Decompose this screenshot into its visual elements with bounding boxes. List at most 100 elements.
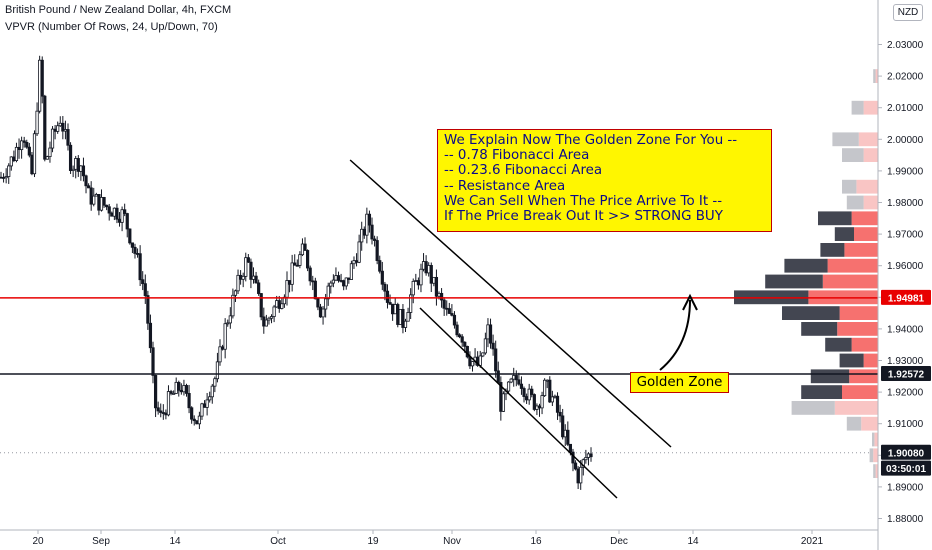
candle-body — [589, 453, 593, 458]
candle-body — [174, 381, 178, 394]
candle-body — [414, 280, 418, 282]
vp-down-bar — [861, 416, 878, 431]
candle-body — [398, 308, 402, 325]
descending-channel[interactable] — [349, 159, 672, 499]
candle-body — [308, 267, 312, 282]
candle-body — [141, 279, 145, 285]
price-tag-label: 1.94981 — [888, 293, 925, 304]
candle-body — [409, 294, 413, 313]
x-tick-label: 19 — [367, 536, 379, 547]
candle-body — [164, 412, 168, 416]
vp-up-bar — [784, 258, 828, 273]
candle-body — [481, 352, 485, 357]
vp-down-bar — [834, 401, 878, 415]
vp-down-bar — [851, 211, 878, 226]
candle-body — [573, 462, 578, 470]
candle-body — [550, 396, 554, 403]
candle-body — [63, 129, 68, 132]
indicator-label[interactable]: VPVR (Number Of Rows, 24, Up/Down, 70) — [5, 21, 218, 33]
candle-body — [205, 399, 209, 408]
vp-up-bar — [801, 385, 842, 399]
candle-body — [151, 347, 155, 376]
candle-body — [298, 254, 302, 266]
candle-body — [244, 257, 248, 277]
horizontal-levels[interactable] — [0, 297, 878, 375]
y-tick-label: 2.02000 — [887, 72, 924, 83]
vp-up-bar — [782, 306, 840, 320]
candle-body — [102, 197, 106, 206]
candle-body — [153, 375, 158, 409]
candle-body — [349, 263, 354, 280]
vp-up-bar — [834, 227, 854, 241]
candle-body — [7, 165, 11, 177]
candle-body — [143, 283, 147, 296]
candle-body — [375, 240, 379, 261]
candle-body — [182, 385, 186, 393]
candle-body — [58, 122, 62, 127]
candle-body — [76, 158, 80, 172]
candle-body — [48, 147, 52, 158]
candle-body — [38, 59, 42, 112]
candle-body — [161, 412, 165, 414]
candle-body — [421, 261, 426, 270]
candle-body — [391, 303, 395, 315]
candle-body — [329, 282, 333, 287]
vp-down-bar — [873, 448, 878, 463]
x-tick-label: Oct — [270, 536, 286, 547]
candle-body — [128, 228, 132, 244]
y-tick-label: 1.89000 — [887, 482, 924, 493]
vp-down-bar — [827, 258, 878, 273]
candle-body — [545, 379, 549, 382]
vp-up-bar — [873, 69, 876, 83]
candle-body — [254, 275, 258, 284]
x-tick-label: 20 — [32, 536, 44, 547]
candle-body — [300, 243, 305, 256]
annotation-callout[interactable]: We Explain Now The Golden Zone For You -… — [437, 129, 772, 232]
candle-body — [264, 319, 268, 327]
candle-body — [566, 429, 570, 445]
candle-body — [525, 396, 529, 401]
candle-body — [81, 165, 86, 177]
candle-body — [45, 156, 49, 160]
annotation-line: -- 0.78 Fibonacci Area — [444, 148, 590, 164]
candle-body — [74, 158, 78, 170]
candle-body — [251, 275, 256, 280]
candle-body — [210, 385, 214, 398]
x-tick-label: 14 — [169, 536, 181, 547]
vp-up-bar — [873, 464, 876, 478]
price-tag-bg — [881, 366, 931, 382]
candle-body — [370, 224, 374, 240]
vp-up-bar — [846, 195, 864, 210]
candle-body — [558, 411, 562, 417]
annotation-line: -- 0.23.6 Fibonacci Area — [444, 163, 603, 179]
currency-badge[interactable]: NZD — [893, 4, 923, 21]
curved-arrow[interactable] — [659, 299, 691, 371]
candle-body — [61, 122, 65, 132]
candle-body — [352, 260, 356, 265]
price-tag-label: 1.92572 — [888, 370, 925, 381]
candle-body — [208, 396, 212, 401]
candle-body — [241, 275, 245, 280]
candle-body — [53, 128, 57, 132]
candle-body — [367, 213, 372, 226]
candle-body — [514, 375, 518, 381]
candle-body — [105, 204, 109, 208]
candle-body — [130, 242, 135, 248]
candle-body — [257, 282, 261, 294]
candle-body — [548, 379, 552, 403]
vp-down-bar — [839, 306, 878, 320]
candle-body — [156, 407, 160, 412]
golden-zone-label[interactable]: Golden Zone — [630, 372, 729, 393]
candle-body — [27, 146, 31, 156]
candle-body — [115, 207, 119, 220]
candle-body — [87, 185, 91, 189]
vp-up-bar — [810, 369, 850, 384]
candle-body — [563, 429, 567, 438]
candle-body — [233, 290, 238, 296]
arrow-head-icon — [682, 293, 698, 311]
candle-body — [555, 395, 560, 413]
candle-body — [285, 280, 289, 298]
candle-body — [117, 218, 122, 223]
candle-body — [249, 261, 253, 280]
